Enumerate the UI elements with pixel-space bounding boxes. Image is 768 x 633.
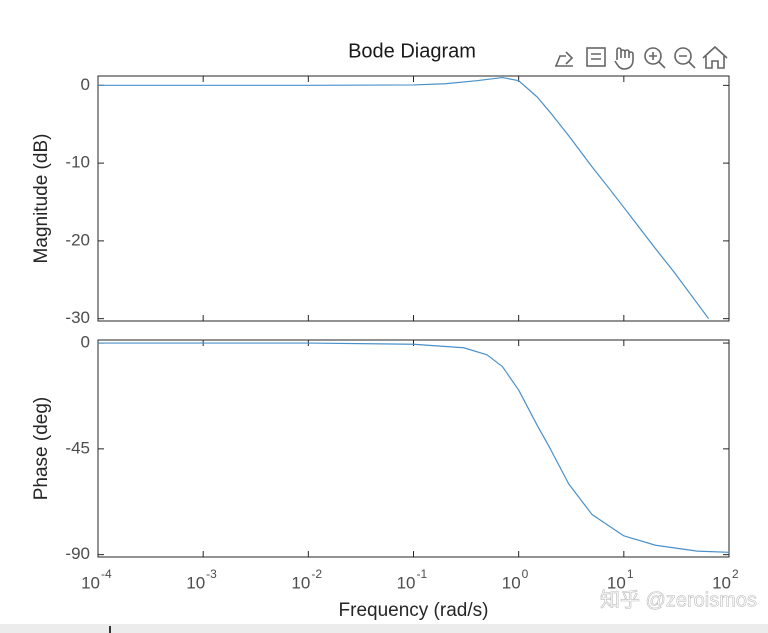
x-tick-label: 10 [502,573,521,592]
y-tick-label: -30 [65,308,90,327]
zoom-out-icon[interactable] [674,47,696,69]
x-axis-label: Frequency (rad/s) [339,600,489,621]
brush-icon[interactable] [586,47,606,67]
x-tick-exponent: -4 [101,567,112,581]
x-tick-exponent: 1 [627,567,634,581]
series-line [98,76,710,320]
y-axis-label: Magnitude (dB) [31,134,52,264]
y-tick-label: -45 [65,438,90,457]
bottom-strip [0,624,768,633]
zoom-in-icon[interactable] [644,47,666,69]
y-tick-label: -10 [65,153,90,172]
x-tick-exponent: -1 [417,567,428,581]
y-tick-label: -20 [65,230,90,249]
export-icon[interactable] [555,51,574,67]
x-tick-label: 10 [712,573,731,592]
y-axis-label: Phase (deg) [31,397,52,501]
watermark: 知乎 @zeroismos [600,588,757,611]
x-tick-exponent: -3 [206,567,217,581]
x-tick-label: 10 [291,573,310,592]
x-tick-label: 10 [81,573,100,592]
x-tick-exponent: -2 [311,567,322,581]
y-tick-label: -90 [65,544,90,563]
x-tick-exponent: 0 [522,567,529,581]
y-tick-label: 0 [81,75,90,94]
pan-icon[interactable] [614,47,634,70]
x-tick-label: 10 [397,573,416,592]
home-icon[interactable] [702,45,728,69]
toolbar [555,45,728,70]
x-tick-exponent: 2 [732,567,739,581]
axes-box [97,75,730,322]
y-tick-label: 0 [81,333,90,352]
x-tick-label: 10 [186,573,205,592]
axes-box [97,339,730,558]
chart-title: Bode Diagram [348,40,476,62]
series-line [98,342,730,553]
x-tick-label: 10 [607,573,626,592]
